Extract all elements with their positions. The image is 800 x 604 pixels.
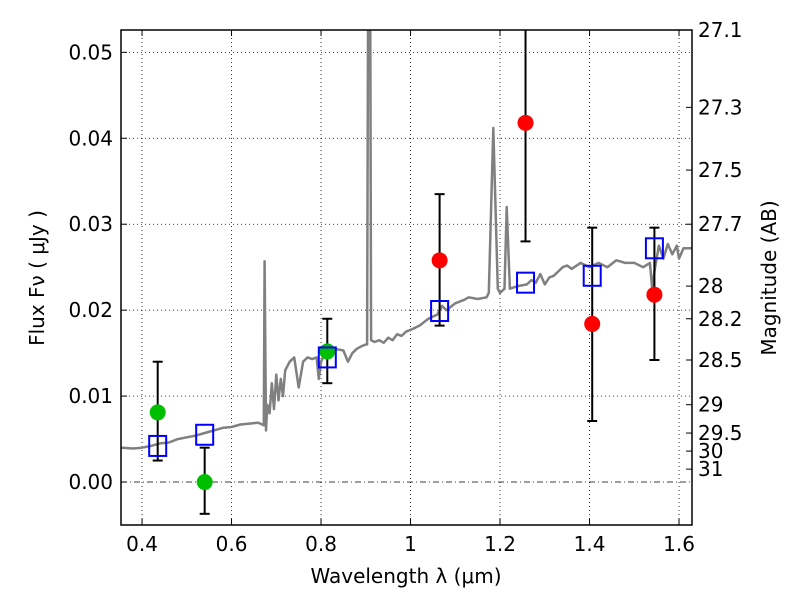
right-tick-label: 31 (698, 457, 723, 481)
data-point (431, 252, 448, 269)
right-axis-label: Magnitude (AB) (757, 200, 781, 355)
right-tick-label: 27.7 (698, 212, 743, 236)
y-tick-label: 0.05 (68, 40, 113, 64)
x-axis-label: Wavelength λ (μm) (310, 564, 501, 588)
right-tick-label: 28 (698, 274, 723, 298)
spectrum-line (121, 30, 692, 450)
spectrum-layer (121, 30, 692, 450)
data-point (517, 114, 534, 131)
data-point (319, 343, 336, 360)
x-tick-label: 1.2 (484, 532, 516, 556)
grid (121, 30, 692, 525)
y-axis: 0.00 0.01 0.02 0.03 0.04 0.05 (68, 40, 127, 494)
right-tick-label: 28.2 (698, 307, 743, 331)
plot-frame (120, 29, 693, 526)
data-point (149, 404, 166, 421)
model-square (317, 346, 337, 369)
marker-layer (148, 114, 664, 491)
y-tick-label: 0.02 (68, 298, 113, 322)
x-tick-label: 1 (404, 532, 417, 556)
right-tick-label: 27.5 (698, 158, 743, 182)
errorbar-layer (152, 30, 660, 515)
y-tick-label: 0.03 (68, 212, 113, 236)
right-tick-label: 27.1 (698, 18, 743, 42)
model-square (582, 264, 602, 287)
model-square (148, 434, 168, 457)
right-tick-label: 28.5 (698, 348, 743, 372)
right-tick-label: 30 (698, 439, 723, 463)
y-axis-label: Flux Fν ( μJy ) (25, 210, 49, 346)
right-tick-label: 29 (698, 393, 723, 417)
model-square (516, 271, 536, 294)
model-square (644, 237, 664, 260)
y-tick-label: 0.04 (68, 126, 113, 150)
data-point (646, 286, 663, 303)
x-tick-label: 1.4 (574, 532, 606, 556)
x-tick-label: 1.6 (663, 532, 695, 556)
model-square (195, 423, 215, 446)
right-tick-label: 29.5 (698, 421, 743, 445)
x-tick-label: 0.8 (305, 532, 337, 556)
y-tick-label: 0.01 (68, 384, 113, 408)
x-axis: 0.4 0.6 0.8 1 1.2 1.4 1.6 (126, 30, 695, 556)
y-tick-label: 0.00 (68, 470, 113, 494)
right-tick-label: 27.3 (698, 95, 743, 119)
model-square (430, 300, 450, 323)
data-point (584, 315, 601, 332)
x-tick-label: 0.6 (216, 532, 248, 556)
x-tick-label: 0.4 (126, 532, 158, 556)
data-point (196, 474, 213, 491)
